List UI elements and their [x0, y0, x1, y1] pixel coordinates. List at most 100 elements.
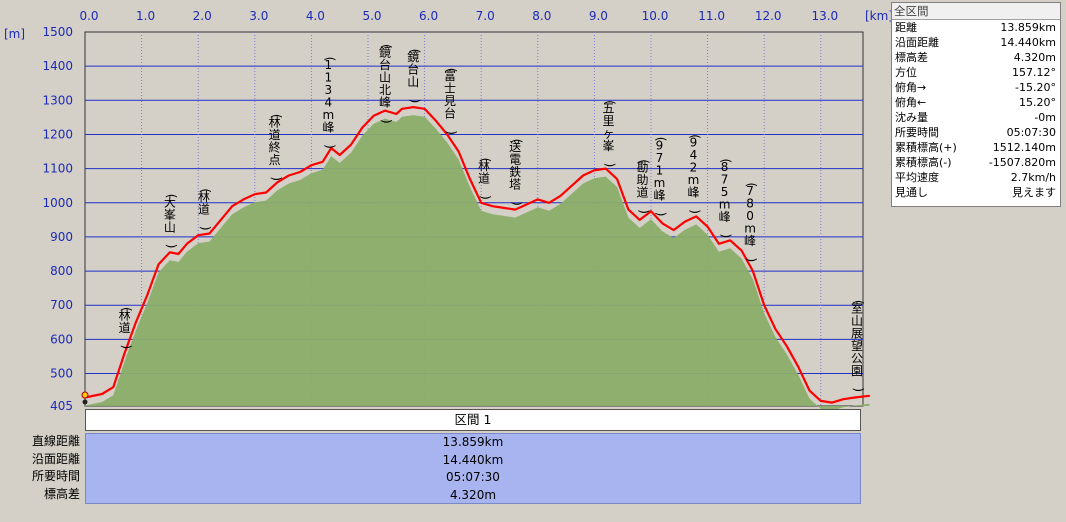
y-tick-label: 1200: [42, 127, 73, 141]
start-point-marker-lower: [82, 399, 88, 405]
x-tick-label: 4.0: [306, 9, 325, 23]
route-point: [208, 232, 211, 235]
route-point: [797, 365, 799, 368]
route-point: [582, 174, 584, 177]
stats-label: 俯角←: [895, 96, 927, 109]
route-point: [774, 328, 777, 331]
route-point: [616, 178, 618, 180]
summary-value: 14.440km: [442, 452, 504, 467]
waypoint-label: (室山展望公園): [851, 300, 866, 392]
route-point: [169, 251, 171, 254]
y-tick-label: 1000: [42, 196, 73, 210]
start-marker: [81, 391, 89, 405]
x-tick-label: 7.0: [476, 9, 495, 23]
stats-row: 方位 157.12°: [892, 65, 1060, 80]
route-point: [384, 109, 386, 112]
route-point: [559, 195, 562, 197]
y-tick-label: 405: [50, 399, 73, 410]
route-point: [412, 106, 415, 108]
stats-value: 13.859km: [1000, 21, 1056, 34]
route-point: [146, 294, 149, 296]
route-point: [593, 169, 596, 172]
route-point: [395, 113, 398, 115]
stats-label: 所要時間: [895, 126, 939, 139]
waypoint-label: (8 7 5 m 峰): [719, 159, 734, 239]
route-point: [548, 202, 550, 204]
summary-label: 沿面距離: [31, 451, 80, 466]
waypoint-label: (大峯山): [164, 194, 179, 249]
waypoint-label: (林道): [198, 188, 213, 230]
stats-row: 沈み量 -0m: [892, 110, 1060, 125]
stats-value: 2.7km/h: [1010, 171, 1056, 184]
route-point: [220, 219, 222, 221]
waypoint-label: (林道): [478, 158, 493, 200]
route-point: [491, 205, 494, 207]
route-point: [786, 345, 788, 348]
section-header[interactable]: 区間 1: [85, 409, 861, 431]
x-tick-label: 8.0: [532, 9, 551, 23]
stats-label: 標高差: [895, 51, 928, 64]
route-point: [288, 174, 290, 177]
route-point: [350, 143, 352, 146]
route-point: [627, 208, 630, 211]
route-point: [423, 108, 426, 110]
stats-label: 累積標高(+): [895, 141, 957, 154]
route-point: [808, 389, 811, 392]
x-tick-label: 9.0: [589, 9, 608, 23]
route-point: [763, 304, 765, 307]
section-summary: 13.859km 14.440km 05:07:30 4.320m: [85, 433, 861, 504]
y-tick-label: 1400: [42, 59, 73, 73]
route-point: [101, 393, 103, 395]
waypoint-label: (鏡台山): [407, 49, 422, 104]
stats-label: 平均速度: [895, 171, 939, 184]
waypoint-annotations: (林道) (大峯山) (林道) (林道終点) (1 1 3 4 m 峰) (鏡台山北峰) (鏡台山) (…: [119, 44, 866, 392]
y-tick-label: 1300: [42, 93, 73, 107]
route-point: [186, 243, 188, 245]
y-tick-label: 900: [50, 230, 73, 244]
route-point: [299, 171, 301, 173]
stats-value: 1512.140m: [992, 141, 1056, 154]
x-tick-label: 3.0: [249, 9, 268, 23]
y-tick-label: 500: [50, 367, 73, 381]
route-point: [537, 198, 539, 201]
route-point: [706, 225, 709, 228]
route-point: [361, 126, 364, 129]
summary-label: 標高差: [43, 486, 80, 501]
stats-value: 157.12°: [1012, 66, 1056, 79]
route-point: [729, 239, 731, 242]
route-point: [650, 210, 652, 213]
route-point: [310, 164, 313, 166]
route-point: [401, 108, 403, 110]
stats-rows: 距離 13.859km 沿面距離 14.440km 標高差 4.320m 方位 157.…: [892, 20, 1060, 200]
stats-label: 距離: [895, 21, 917, 34]
stats-label: 沿面距離: [895, 36, 939, 49]
route-point: [820, 400, 822, 402]
waypoint-label: (1 1 3 4 m 峰): [322, 57, 337, 149]
stats-value: 14.440km: [1000, 36, 1056, 49]
waypoint-label: (林道): [119, 307, 134, 349]
stats-row: 俯角← 15.20°: [892, 95, 1060, 110]
route-point: [672, 229, 675, 231]
route-point: [157, 263, 160, 266]
elevation-area: [84, 105, 871, 410]
x-tick-label: 1.0: [136, 9, 155, 23]
stats-row: 沿面距離 14.440km: [892, 35, 1060, 50]
y-tick-label: 600: [50, 332, 73, 346]
route-point: [446, 133, 449, 136]
stats-panel: 全区間 距離 13.859km 沿面距離 14.440km 標高差 4.320m 方位…: [891, 2, 1061, 207]
stats-label: 累積標高(-): [895, 156, 952, 169]
stats-panel-title: 全区間: [892, 3, 1060, 20]
route-point: [842, 398, 845, 401]
y-tick-label: 1500: [42, 25, 73, 39]
waypoint-label: (富士見台): [444, 68, 459, 135]
route-point: [503, 207, 505, 209]
stats-value: -0m: [1034, 111, 1056, 124]
stats-value: 15.20°: [1019, 96, 1056, 109]
route-point: [571, 184, 573, 187]
y-tick-label: 700: [50, 298, 73, 312]
route-point: [525, 203, 528, 206]
x-tick-label: 2.0: [193, 9, 212, 23]
route-point: [684, 220, 686, 223]
route-point: [321, 161, 324, 163]
route-point: [372, 114, 375, 117]
